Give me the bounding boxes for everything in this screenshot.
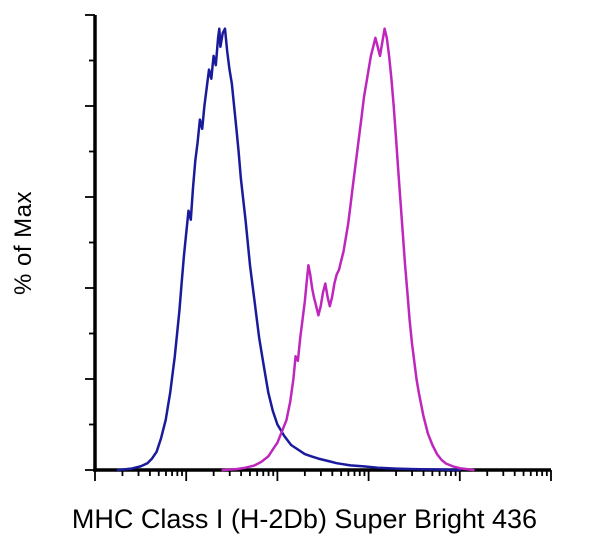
x-axis-label: MHC Class I (H-2Db) Super Bright 436: [71, 504, 538, 534]
y-axis-label: % of Max: [10, 190, 37, 296]
y-axis-ticks: [85, 14, 95, 471]
magenta-histogram: [221, 27, 475, 472]
navy-histogram: [116, 27, 462, 472]
axes: [93, 15, 551, 472]
x-axis-ticks: [94, 470, 552, 481]
